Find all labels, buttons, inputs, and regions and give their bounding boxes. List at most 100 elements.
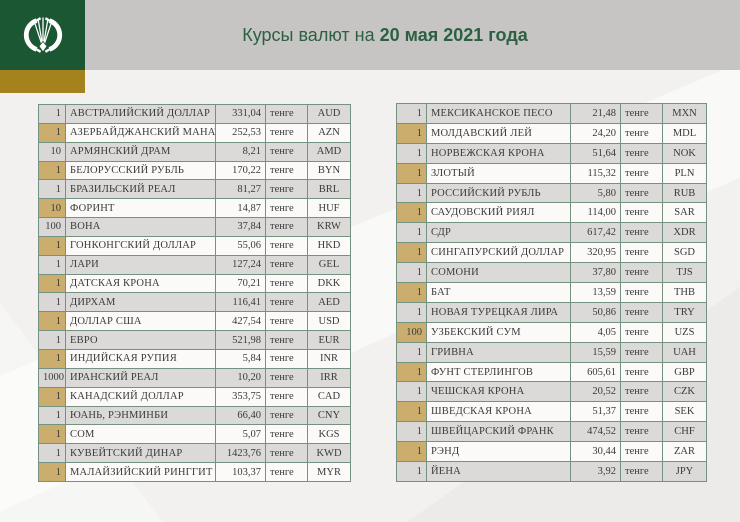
currency-code-cell: GBP (662, 361, 707, 383)
currency-code-cell: CZK (662, 381, 707, 403)
rate-cell: 353,75 (215, 386, 266, 407)
unit-cell: тенге (620, 242, 663, 264)
currency-name-cell: ИНДИЙСКАЯ РУПИЯ (65, 348, 216, 369)
currency-name-cell: БРАЗИЛЬСКИЙ РЕАЛ (65, 179, 216, 200)
rate-cell: 66,40 (215, 405, 266, 426)
unit-cell: тенге (620, 441, 663, 463)
quantity-cell: 1 (396, 182, 427, 204)
currency-name-cell: ИРАНСКИЙ РЕАЛ (65, 367, 216, 388)
currency-row: 1 ДАТСКАЯ КРОНА 70,21 тенге DKK (38, 273, 351, 294)
currency-name-cell: БАТ (426, 282, 571, 303)
rate-cell: 114,00 (570, 202, 621, 224)
currency-name-cell: МОЛДАВСКИЙ ЛЕЙ (426, 122, 571, 144)
quantity-cell: 1 (396, 282, 427, 303)
currency-row: 1 ИНДИЙСКАЯ РУПИЯ 5,84 тенге INR (38, 348, 351, 369)
currency-row: 1 ФУНТ СТЕРЛИНГОВ 605,61 тенге GBP (396, 361, 707, 383)
rate-cell: 170,22 (215, 160, 266, 181)
currency-name-cell: СОМОНИ (426, 262, 571, 284)
quantity-cell: 1 (396, 361, 427, 383)
quantity-cell: 1 (38, 443, 66, 464)
quantity-cell: 100 (396, 321, 427, 343)
currency-name-cell: СИНГАПУРСКИЙ ДОЛЛАР (426, 242, 571, 264)
currency-row: 1 МЕКСИКАНСКОЕ ПЕСО 21,48 тенге MXN (396, 103, 707, 124)
rate-cell: 20,52 (570, 381, 621, 403)
currency-row: 1 САУДОВСКИЙ РИЯЛ 114,00 тенге SAR (396, 202, 707, 224)
currency-row: 1 ЧЕШСКАЯ КРОНА 20,52 тенге CZK (396, 381, 707, 403)
rate-cell: 5,84 (215, 348, 266, 369)
rate-cell: 3,92 (570, 461, 621, 482)
currency-name-cell: РОССИЙСКИЙ РУБЛЬ (426, 182, 571, 204)
page-title-date: 20 мая 2021 года (379, 24, 528, 45)
rate-cell: 103,37 (215, 462, 266, 482)
quantity-cell: 1 (38, 160, 66, 181)
rate-cell: 427,54 (215, 311, 266, 332)
unit-cell: тенге (265, 462, 308, 482)
currency-name-cell: ЮАНЬ, РЭНМИНБИ (65, 405, 216, 426)
currency-code-cell: NOK (662, 142, 707, 164)
quantity-cell: 1 (38, 122, 66, 143)
currency-row: 1 РЭНД 30,44 тенге ZAR (396, 441, 707, 463)
currency-name-cell: СОМ (65, 424, 216, 445)
currency-row: 1 БРАЗИЛЬСКИЙ РЕАЛ 81,27 тенге BRL (38, 179, 351, 200)
currency-row: 1 СДР 617,42 тенге XDR (396, 222, 707, 244)
currency-name-cell: ШВЕДСКАЯ КРОНА (426, 401, 571, 423)
unit-cell: тенге (620, 202, 663, 224)
currency-name-cell: ДОЛЛАР США (65, 311, 216, 332)
currency-name-cell: САУДОВСКИЙ РИЯЛ (426, 202, 571, 224)
currency-name-cell: НОРВЕЖСКАЯ КРОНА (426, 142, 571, 164)
currency-name-cell: ВОНА (65, 217, 216, 237)
rate-cell: 252,53 (215, 122, 266, 143)
currency-row: 10 ФОРИНТ 14,87 тенге HUF (38, 198, 351, 219)
currency-code-cell: CAD (307, 386, 351, 407)
rate-cell: 37,84 (215, 217, 266, 237)
rate-cell: 474,52 (570, 421, 621, 443)
unit-cell: тенге (620, 162, 663, 184)
currency-name-cell: ЗЛОТЫЙ (426, 162, 571, 184)
rate-cell: 37,80 (570, 262, 621, 284)
unit-cell: тенге (620, 401, 663, 423)
unit-cell: тенге (265, 424, 308, 445)
quantity-cell: 1 (38, 386, 66, 407)
currency-row: 100 УЗБЕКСКИЙ СУМ 4,05 тенге UZS (396, 321, 707, 343)
unit-cell: тенге (620, 262, 663, 284)
quantity-cell: 1 (396, 262, 427, 284)
currency-name-cell: МАЛАЙЗИЙСКИЙ РИНГГИТ (65, 462, 216, 482)
currency-name-cell: МЕКСИКАНСКОЕ ПЕСО (426, 103, 571, 124)
rate-cell: 320,95 (570, 242, 621, 264)
logo-gold-bar (0, 70, 85, 93)
currency-code-cell: UAH (662, 341, 707, 363)
header-band (0, 0, 740, 70)
rate-cell: 617,42 (570, 222, 621, 244)
currency-code-cell: EUR (307, 330, 351, 350)
currency-row: 1 СОМОНИ 37,80 тенге TJS (396, 262, 707, 284)
currency-name-cell: ГОНКОНГСКИЙ ДОЛЛАР (65, 235, 216, 256)
currency-code-cell: JPY (662, 461, 707, 482)
quantity-cell: 1 (38, 179, 66, 200)
rate-cell: 8,21 (215, 141, 266, 162)
rate-cell: 331,04 (215, 104, 266, 124)
unit-cell: тенге (620, 321, 663, 343)
currency-code-cell: AZN (307, 122, 351, 143)
currency-code-cell: SAR (662, 202, 707, 224)
currency-code-cell: SEK (662, 401, 707, 423)
quantity-cell: 1000 (38, 367, 66, 388)
currency-code-cell: MYR (307, 462, 351, 482)
currency-code-cell: AED (307, 292, 351, 313)
unit-cell: тенге (265, 198, 308, 219)
currency-row: 1 ЙЕНА 3,92 тенге JPY (396, 461, 707, 482)
quantity-cell: 100 (38, 217, 66, 237)
currency-row: 1000 ИРАНСКИЙ РЕАЛ 10,20 тенге IRR (38, 367, 351, 388)
currency-row: 1 СИНГАПУРСКИЙ ДОЛЛАР 320,95 тенге SGD (396, 242, 707, 264)
currency-row: 1 ЗЛОТЫЙ 115,32 тенге PLN (396, 162, 707, 184)
quantity-cell: 1 (396, 301, 427, 323)
currency-name-cell: ДИРХАМ (65, 292, 216, 313)
currency-row: 1 НОРВЕЖСКАЯ КРОНА 51,64 тенге NOK (396, 142, 707, 164)
rate-cell: 30,44 (570, 441, 621, 463)
unit-cell: тенге (620, 222, 663, 244)
currency-code-cell: KWD (307, 443, 351, 464)
quantity-cell: 10 (38, 198, 66, 219)
currency-code-cell: KGS (307, 424, 351, 445)
rate-cell: 127,24 (215, 254, 266, 275)
rates-table-right-body: 1 МЕКСИКАНСКОЕ ПЕСО 21,48 тенге MXN 1 МО… (396, 103, 707, 482)
bank-logo (0, 0, 85, 70)
